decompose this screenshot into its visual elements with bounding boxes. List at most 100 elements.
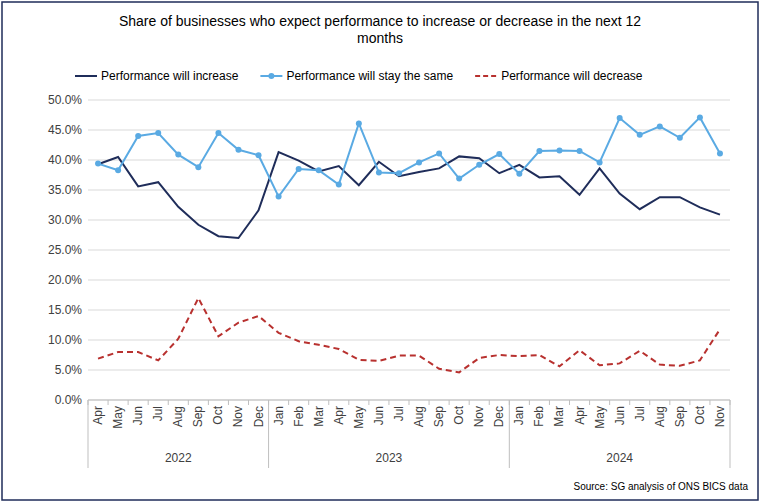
x-tick-label: May [352, 406, 366, 429]
x-tick-label: Jul [633, 406, 647, 421]
x-tick [228, 400, 229, 405]
series-marker [637, 132, 643, 138]
x-tick-label: Apr [91, 406, 105, 425]
grid-line [88, 100, 730, 101]
x-tick [368, 400, 369, 405]
series-marker [195, 164, 201, 170]
series-marker [175, 152, 181, 158]
x-tick [469, 400, 470, 405]
x-tick-label: Sep [673, 406, 687, 428]
plot-area [95, 114, 723, 372]
series-marker [436, 150, 442, 156]
series-marker [416, 159, 422, 165]
x-tick-label: Jun [131, 406, 145, 425]
y-tick-label: 40.0% [48, 153, 82, 167]
series-marker [536, 148, 542, 154]
x-tick [649, 400, 650, 405]
y-tick-label: 35.0% [48, 183, 82, 197]
grid-line [88, 190, 730, 191]
series-marker [376, 170, 382, 176]
y-tick-label: 50.0% [48, 93, 82, 107]
series-marker [496, 151, 502, 157]
x-tick [429, 400, 430, 405]
x-tick [248, 400, 249, 405]
group-label: 2024 [606, 451, 633, 465]
x-tick-label: Sep [432, 406, 446, 428]
series-marker [657, 123, 663, 129]
series-marker [516, 171, 522, 177]
series-marker [256, 152, 262, 158]
series-marker [115, 167, 121, 173]
x-tick [449, 400, 450, 405]
series-marker [597, 159, 603, 165]
x-tick [108, 400, 109, 405]
legend-marker [268, 73, 274, 79]
x-tick-label: Aug [171, 406, 185, 427]
x-tick [208, 400, 209, 405]
series-marker [95, 161, 101, 167]
x-tick [609, 400, 610, 405]
x-tick [168, 400, 169, 405]
group-label: 2022 [165, 451, 192, 465]
group-separator [509, 400, 510, 468]
x-tick-label: Mar [552, 406, 566, 427]
series-marker [476, 162, 482, 168]
series-marker [155, 130, 161, 136]
series-line [98, 298, 720, 372]
x-tick-label: Jun [613, 406, 627, 425]
x-tick-label: Nov [713, 406, 727, 427]
source-note: Source: SG analysis of ONS BICS data [573, 481, 748, 492]
x-tick [388, 400, 389, 405]
x-tick-label: Nov [472, 406, 486, 427]
series-line [98, 117, 720, 196]
x-tick-label: Oct [693, 405, 707, 424]
legend-item: Performance will decrease [475, 69, 643, 83]
x-tick [549, 400, 550, 405]
series-marker [356, 120, 362, 126]
x-tick-label: Jun [372, 406, 386, 425]
group-separator [730, 400, 731, 468]
x-tick-label: Jul [151, 406, 165, 421]
legend-swatch [75, 75, 97, 77]
x-tick [328, 400, 329, 405]
x-tick-label: May [593, 406, 607, 429]
group-label: 2023 [376, 451, 403, 465]
grid-line [88, 310, 730, 311]
grid-line [88, 340, 730, 341]
series-marker [235, 147, 241, 153]
legend-item: Performance will increase [75, 69, 239, 83]
series-marker [296, 166, 302, 172]
series-marker [336, 182, 342, 188]
chart: Share of businesses who expect performan… [0, 0, 760, 502]
y-tick-label: 25.0% [48, 243, 82, 257]
y-tick-label: 10.0% [48, 333, 82, 347]
series-marker [396, 170, 402, 176]
x-tick [629, 400, 630, 405]
y-tick-label: 20.0% [48, 273, 82, 287]
grid-line [88, 250, 730, 251]
x-tick [569, 400, 570, 405]
grid-line [88, 370, 730, 371]
x-tick-label: Jan [512, 406, 526, 425]
legend-label: Performance will decrease [501, 69, 643, 83]
x-tick-label: Mar [312, 406, 326, 427]
x-tick-label: Aug [412, 406, 426, 427]
grid-line [88, 220, 730, 221]
y-tick-label: 30.0% [48, 213, 82, 227]
series-marker [717, 150, 723, 156]
x-tick [669, 400, 670, 405]
x-tick [409, 400, 410, 405]
y-tick-label: 0.0% [55, 393, 83, 407]
grid-line [88, 280, 730, 281]
x-tick [148, 400, 149, 405]
x-tick-label: Feb [292, 406, 306, 427]
frame [2, 2, 758, 500]
group-separator [268, 400, 269, 468]
x-tick-label: Oct [452, 405, 466, 424]
x-tick [489, 400, 490, 405]
title-line: Share of businesses who expect performan… [119, 13, 641, 29]
x-tick-label: Apr [573, 406, 587, 425]
x-tick-label: Aug [653, 406, 667, 427]
y-tick-label: 45.0% [48, 123, 82, 137]
series-marker [577, 148, 583, 154]
